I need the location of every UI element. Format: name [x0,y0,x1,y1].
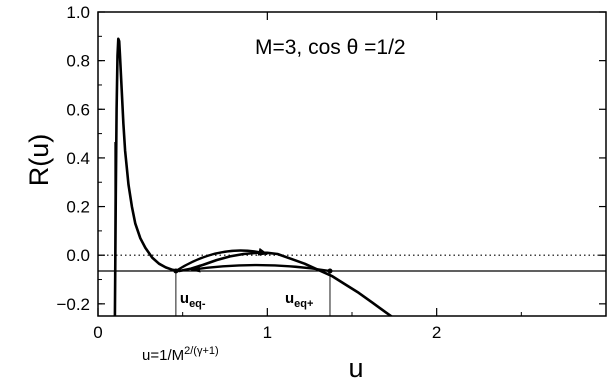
series-curve [113,37,394,316]
x-tick-label: 1 [263,323,272,342]
x-tick-label: 2 [432,323,441,342]
y-tick-label: 0.4 [66,149,90,168]
y-tick-label: 0.2 [66,198,90,217]
y-tick-label: 0.8 [66,52,90,71]
trajectory-arrow [175,247,269,273]
y-tick-label: 0.6 [66,100,90,119]
equilibrium-label: ueq+ [285,290,313,310]
y-axis-title: R(u) [24,134,54,187]
u-min-label: u=1/M2/(γ+1) [142,345,219,364]
trajectory-arrow [190,263,331,273]
y-tick-label: −0.2 [56,295,90,314]
chart-annotation: M=3, cos θ =1/2 [255,36,406,59]
x-axis-title: u [348,353,363,383]
equilibrium-label: ueq- [180,290,206,310]
annotations: M=3, cos θ =1/2 [255,36,406,59]
y-tick-label: 1.0 [66,3,90,22]
y-tick-label: 0.0 [66,246,90,265]
x-tick-label: 0 [93,323,102,342]
